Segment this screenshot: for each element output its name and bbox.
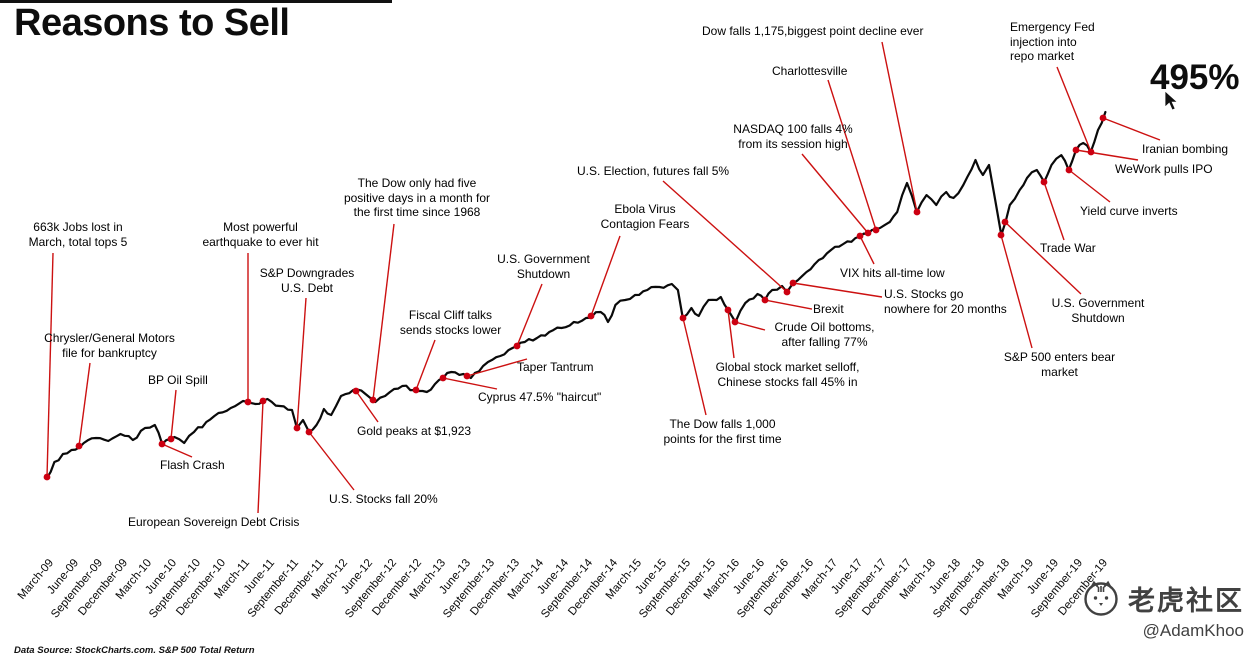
event-leader-line xyxy=(801,153,869,234)
event-marker-dot xyxy=(587,312,595,320)
tiger-logo-icon xyxy=(1084,580,1118,616)
event-marker-dot xyxy=(293,424,301,432)
event-leader-line xyxy=(170,389,177,440)
event-marker-dot xyxy=(305,428,313,436)
event-leader-line xyxy=(662,180,788,293)
event-leader-line xyxy=(682,317,707,416)
event-leader-line xyxy=(590,235,621,317)
event-marker-dot xyxy=(463,372,471,380)
event-leader-line xyxy=(792,282,883,298)
watermark-brand-row: 老虎社区 xyxy=(1058,578,1244,618)
event-marker-dot xyxy=(913,208,921,216)
watermark: 老虎社区 @AdamKhoo xyxy=(1058,578,1244,641)
event-marker-dot xyxy=(731,318,739,326)
watermark-handle: @AdamKhoo xyxy=(1142,621,1244,640)
event-leader-line xyxy=(78,362,91,447)
event-marker-dot xyxy=(856,232,864,240)
event-leader-line xyxy=(827,79,877,231)
event-leader-line xyxy=(881,41,918,213)
event-marker-dot xyxy=(75,442,83,450)
event-leader-line xyxy=(415,339,436,391)
event-leader-line xyxy=(1056,66,1092,153)
event-marker-dot xyxy=(864,229,872,237)
mouse-cursor-icon xyxy=(1164,90,1179,111)
event-leader-line xyxy=(1075,149,1139,161)
event-leader-line xyxy=(355,390,379,423)
top-border-line xyxy=(0,0,392,3)
event-leader-line xyxy=(372,223,395,401)
event-leader-line xyxy=(516,283,543,347)
event-leader-line xyxy=(859,235,875,265)
event-marker-dot xyxy=(761,296,769,304)
event-leader-line xyxy=(466,358,528,377)
event-leader-line xyxy=(296,297,307,429)
event-marker-dot xyxy=(158,440,166,448)
event-leader-line xyxy=(161,443,193,458)
event-leader-line xyxy=(1043,181,1065,241)
event-leader-line xyxy=(727,309,735,359)
sp500-total-return-line xyxy=(45,110,1107,480)
event-marker-dot xyxy=(997,231,1005,239)
event-marker-dot xyxy=(783,288,791,296)
event-marker-dot xyxy=(1040,178,1048,186)
event-marker-dot xyxy=(244,398,252,406)
event-leader-line xyxy=(257,400,264,514)
event-marker-dot xyxy=(872,226,880,234)
event-marker-dot xyxy=(412,386,420,394)
event-marker-dot xyxy=(43,473,51,481)
event-leader-line xyxy=(46,252,54,478)
event-marker-dot xyxy=(679,314,687,322)
event-marker-dot xyxy=(1001,218,1009,226)
event-marker-dot xyxy=(1065,166,1073,174)
chart-title: Reasons to Sell xyxy=(14,2,290,44)
event-leader-line xyxy=(1102,117,1161,141)
data-source-note: Data Source: StockCharts.com. S&P 500 To… xyxy=(14,645,255,656)
event-marker-dot xyxy=(167,435,175,443)
event-marker-dot xyxy=(369,396,377,404)
event-marker-dot xyxy=(513,342,521,350)
event-marker-dot xyxy=(1072,146,1080,154)
event-marker-dot xyxy=(439,374,447,382)
event-leader-line xyxy=(1068,169,1111,203)
event-leader-line xyxy=(734,321,766,331)
event-leader-line xyxy=(1000,234,1033,349)
event-leader-line xyxy=(764,299,813,310)
event-leader-line xyxy=(1004,221,1082,295)
event-leader-line xyxy=(442,377,498,390)
event-leader-line xyxy=(308,431,355,491)
event-marker-dot xyxy=(1099,114,1107,122)
event-marker-dot xyxy=(789,279,797,287)
watermark-brand: 老虎社区 xyxy=(1128,585,1244,616)
event-marker-dot xyxy=(1087,148,1095,156)
event-marker-dot xyxy=(352,387,360,395)
event-marker-dot xyxy=(724,306,732,314)
event-marker-dot xyxy=(259,397,267,405)
